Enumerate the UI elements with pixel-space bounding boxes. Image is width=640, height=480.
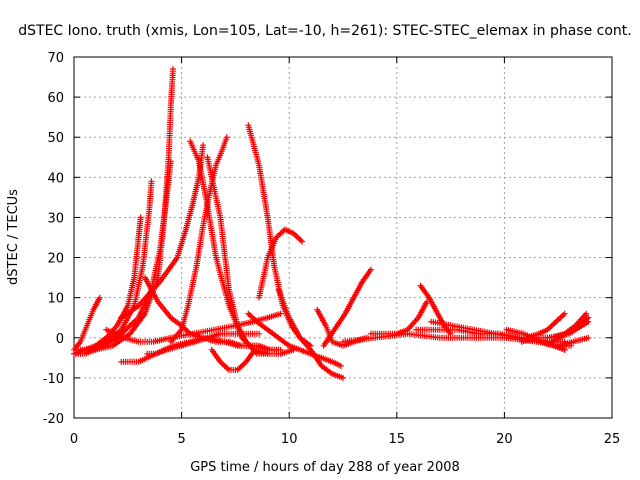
y-tick-label: 40 [47, 171, 64, 186]
y-tick-label: 10 [47, 292, 64, 307]
series-20 [320, 266, 374, 349]
series-1 [71, 294, 103, 353]
y-axis-label: dSTEC / TECUs [6, 189, 21, 285]
y-tick-label: 0 [56, 332, 64, 347]
series-markers [208, 346, 258, 373]
series-12 [204, 154, 297, 357]
series-markers [522, 310, 568, 341]
series-16 [256, 226, 306, 301]
series-18 [275, 286, 314, 349]
series-markers [275, 286, 314, 349]
series-31 [544, 318, 592, 341]
series-markers [118, 334, 284, 365]
series-17 [245, 310, 344, 369]
series-13 [208, 346, 258, 373]
y-tick-label: 20 [47, 252, 64, 267]
series-14 [118, 334, 284, 365]
plot-frame [73, 56, 613, 419]
x-tick-label: 25 [604, 432, 621, 447]
y-tick-label: 30 [47, 211, 64, 226]
series-5 [92, 158, 174, 353]
series-markers [320, 266, 374, 349]
y-tick-label: 50 [47, 131, 64, 146]
y-tick-label: -10 [43, 372, 64, 387]
series-29 [522, 310, 568, 341]
series-markers [245, 310, 344, 369]
x-tick-label: 10 [281, 432, 298, 447]
x-tick-label: 0 [70, 432, 78, 447]
series-8 [103, 310, 284, 345]
x-axis-label: GPS time / hours of day 288 of year 2008 [190, 460, 460, 475]
series-markers [544, 318, 592, 341]
data-series [71, 66, 592, 381]
series-markers [256, 226, 306, 301]
series-markers [71, 294, 103, 353]
x-tick-label: 15 [389, 432, 406, 447]
chart-title: dSTEC Iono. truth (xmis, Lon=105, Lat=-1… [18, 23, 631, 39]
series-markers [555, 334, 592, 349]
x-tick-label: 5 [177, 432, 185, 447]
series-22 [367, 298, 430, 337]
axis-ticks: 0 5 10 15 20 25 -20 -10 0 10 20 30 40 50 60 70 [43, 51, 621, 447]
series-markers [92, 158, 174, 353]
series-markers [367, 298, 430, 337]
y-tick-label: 70 [47, 51, 64, 66]
y-tick-label: 60 [47, 91, 64, 106]
series-markers [103, 310, 284, 345]
x-tick-label: 20 [496, 432, 513, 447]
series-30 [555, 334, 592, 349]
series-markers [204, 154, 297, 357]
y-tick-label: -20 [43, 412, 64, 427]
